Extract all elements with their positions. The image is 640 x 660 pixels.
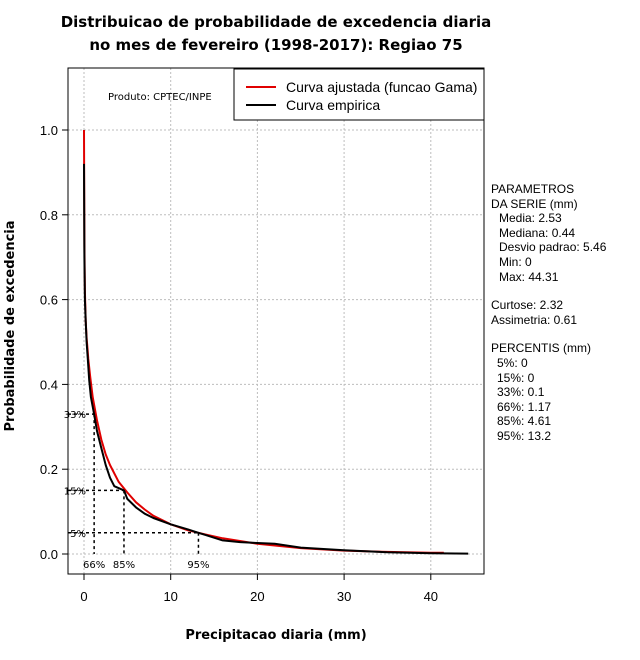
- percentil-85: 85%: 4.61: [497, 414, 552, 429]
- legend: Curva ajustada (funcao Gama) Curva empir…: [233, 68, 485, 121]
- percentil-5: 5%: 0: [497, 355, 528, 370]
- stat-curtose: Curtose: 2.32: [491, 298, 564, 313]
- percentil-95: 95%: 13.2: [497, 428, 552, 443]
- percentile-x-label: 95%: [187, 560, 209, 571]
- x-tick-label: 10: [163, 589, 177, 604]
- source-note: Produto: CPTEC/INPE: [108, 92, 212, 103]
- percentil-66: 66%: 1.17: [497, 399, 552, 414]
- x-tick-label: 40: [424, 589, 438, 604]
- stat-mediana: Mediana: 0.44: [499, 225, 576, 240]
- y-tick-label: 0.0: [40, 547, 58, 562]
- y-tick-label: 0.8: [40, 208, 58, 223]
- stat-media: Media: 2.53: [499, 211, 562, 226]
- percentile-x-label: 85%: [113, 560, 135, 571]
- percentis-title: PERCENTIS (mm): [491, 341, 591, 356]
- percentile-y-label: 33%: [64, 410, 86, 421]
- percentile-x-label: 66%: [83, 560, 105, 571]
- legend-label-fitted: Curva ajustada (funcao Gama): [286, 79, 477, 95]
- legend-label-empirical: Curva empirica: [286, 97, 380, 113]
- x-tick-label: 30: [337, 589, 351, 604]
- plot-frame: [67, 67, 485, 575]
- stat-desvio: Desvio padrao: 5.46: [499, 240, 607, 255]
- y-tick-label: 0.4: [40, 377, 58, 392]
- statistics-panel: PARAMETROS DA SERIE (mm) Media: 2.53 Med…: [491, 182, 636, 444]
- grid: [68, 68, 484, 574]
- legend-box: [233, 68, 485, 121]
- x-tick-label: 20: [250, 589, 264, 604]
- x-axis: 0 10 20 30 40: [80, 574, 438, 604]
- params-title-1: PARAMETROS: [491, 182, 575, 196]
- chart-title-line2: no mes de fevereiro (1998-2017): Regiao …: [89, 36, 462, 54]
- chart-title-line1: Distribuicao de probabilidade de exceden…: [61, 13, 492, 31]
- x-axis-title: Precipitacao diaria (mm): [185, 628, 366, 643]
- percentile-y-label: 5%: [70, 529, 86, 540]
- series-line-fitted: [83, 129, 444, 554]
- y-axis: 0.0 0.2 0.4 0.6 0.8 1.0: [40, 123, 68, 562]
- x-tick-label: 0: [80, 589, 87, 604]
- y-tick-label: 0.2: [40, 462, 58, 477]
- y-tick-label: 1.0: [40, 123, 58, 138]
- y-tick-label: 0.6: [40, 293, 58, 308]
- params-title-2: DA SERIE (mm): [491, 196, 578, 211]
- percentile-markers: 33% 66% 15% 85% 5% 95%: [64, 410, 210, 571]
- stat-min: Min: 0: [499, 254, 532, 269]
- series-layer: [83, 129, 469, 555]
- stat-max: Max: 44.31: [499, 269, 559, 284]
- series-line-empirical: [83, 163, 469, 555]
- stat-assimetria: Assimetria: 0.61: [491, 312, 578, 327]
- y-axis-title: Probabilidade de excedencia: [3, 220, 18, 431]
- percentil-33: 33%: 0.1: [497, 385, 545, 400]
- percentil-15: 15%: 0: [497, 370, 535, 385]
- percentile-y-label: 15%: [64, 486, 86, 497]
